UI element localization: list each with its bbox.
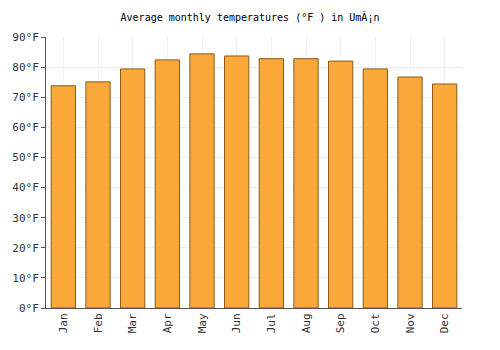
svg-text:Nov: Nov [404,313,417,333]
svg-text:60°F: 60°F [12,121,39,134]
svg-text:50°F: 50°F [12,151,39,164]
svg-text:30°F: 30°F [12,212,39,225]
svg-text:Mar: Mar [126,313,139,333]
svg-text:Jul: Jul [265,313,278,333]
svg-text:20°F: 20°F [12,242,39,255]
svg-text:80°F: 80°F [12,61,39,74]
svg-text:Aug: Aug [300,313,313,333]
svg-text:10°F: 10°F [12,272,39,285]
svg-text:40°F: 40°F [12,181,39,194]
svg-text:Average monthly temperatures (: Average monthly temperatures (°F ) in Um… [121,11,380,23]
svg-text:Apr: Apr [161,313,174,333]
svg-text:Feb: Feb [92,313,105,333]
svg-text:Jun: Jun [230,313,243,333]
svg-text:Oct: Oct [369,313,382,333]
svg-text:Jan: Jan [57,313,70,333]
svg-text:90°F: 90°F [12,31,39,44]
svg-text:Sep: Sep [334,313,347,333]
svg-text:May: May [196,313,209,333]
svg-text:0°F: 0°F [19,302,39,315]
svg-text:Dec: Dec [438,313,451,333]
svg-text:70°F: 70°F [12,91,39,104]
